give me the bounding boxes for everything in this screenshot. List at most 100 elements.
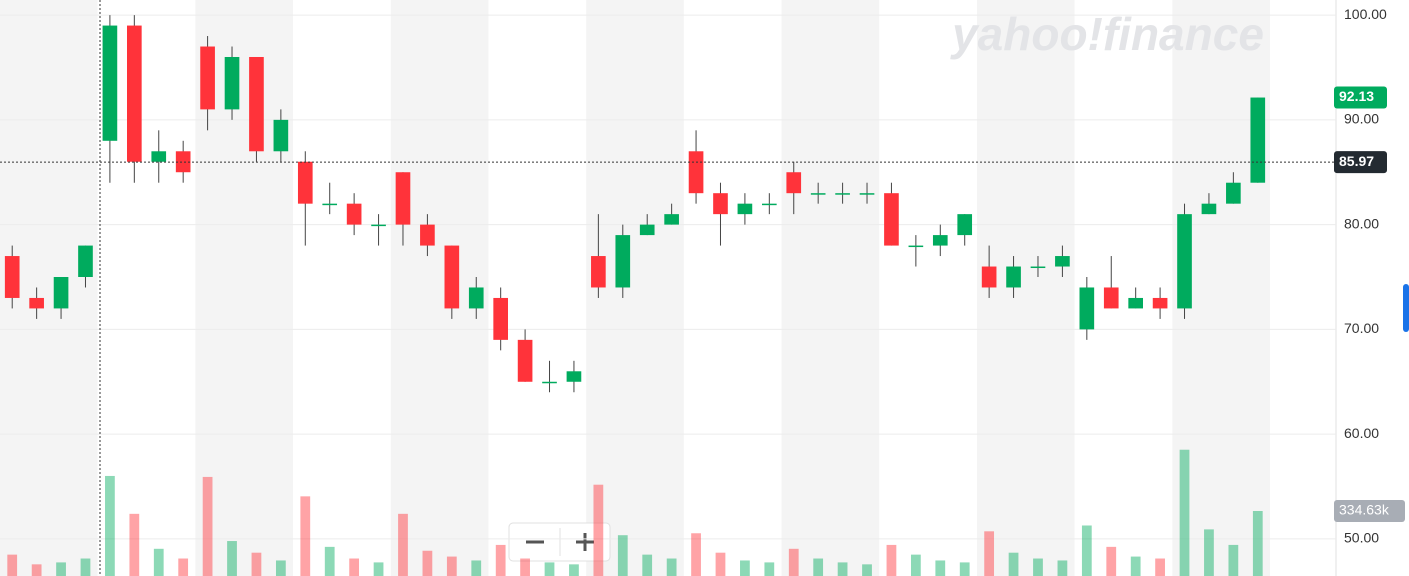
y-tick-label: 100.00 — [1344, 6, 1387, 22]
candle-body — [371, 224, 386, 227]
candle-body — [493, 297, 508, 340]
last-price-tag: 92.13 — [1339, 88, 1374, 104]
volume-bar — [1081, 525, 1092, 576]
day-band — [879, 0, 977, 576]
candle-body — [273, 119, 289, 152]
volume-bar — [617, 535, 628, 576]
volume-bar — [1008, 552, 1019, 576]
candle-body — [664, 214, 679, 225]
candle-body — [737, 203, 753, 215]
volume-bar — [324, 546, 335, 576]
candle-body — [859, 193, 875, 195]
candle-body — [395, 172, 411, 225]
candle-body — [249, 56, 264, 152]
volume-bar — [740, 560, 750, 576]
volume-bar — [105, 475, 115, 576]
candle-body — [1079, 287, 1095, 330]
candle-body — [1103, 287, 1119, 309]
volume-bar — [373, 562, 384, 576]
candle-body — [908, 245, 924, 248]
volume-bar — [202, 476, 213, 576]
volume-bar — [910, 554, 921, 576]
candle-body — [297, 161, 313, 204]
volume-bar — [569, 564, 579, 576]
candle-body — [1006, 266, 1021, 288]
volume-bar — [7, 554, 18, 576]
volume-tag-bg — [1334, 499, 1405, 522]
volume-bar — [715, 552, 726, 576]
candle-body — [444, 245, 460, 309]
day-band — [977, 0, 1075, 576]
candle-body — [1055, 256, 1070, 267]
volume-bar — [837, 562, 848, 576]
candle-body — [1226, 182, 1241, 204]
volume-bar — [642, 554, 653, 576]
candle-body — [688, 151, 704, 194]
candle-body — [420, 224, 435, 246]
y-tick-label: 60.00 — [1344, 425, 1379, 441]
candle-body — [566, 371, 582, 382]
volume-bar — [1057, 560, 1068, 576]
candle-body — [1201, 203, 1217, 215]
volume-bar — [398, 513, 408, 576]
candle-body — [884, 193, 899, 246]
volume-bar — [666, 558, 677, 576]
volume-bar — [1155, 558, 1165, 576]
candle-body — [591, 256, 606, 288]
volume-bar — [593, 484, 604, 576]
candle-body — [1250, 97, 1266, 183]
zoom-in[interactable] — [576, 533, 594, 551]
candle-body — [932, 235, 948, 246]
candle-body — [175, 151, 191, 173]
volume-bar — [1252, 510, 1263, 576]
volume-bar — [788, 548, 799, 576]
candle-body — [639, 224, 655, 236]
candle-body — [1030, 266, 1046, 269]
candle-body — [542, 381, 557, 384]
candle-body — [810, 193, 826, 195]
candle-body — [762, 203, 777, 206]
candle-body — [78, 245, 93, 277]
day-band — [683, 0, 782, 576]
volume-bar — [349, 558, 360, 576]
day-band — [781, 0, 880, 576]
volume-bar — [56, 562, 66, 576]
volume-bar — [1106, 546, 1117, 576]
volume-bar — [1179, 449, 1190, 576]
volume-bar — [31, 564, 42, 576]
day-band — [586, 0, 684, 576]
candle-body — [4, 256, 20, 298]
candle-body — [322, 203, 338, 206]
crosshair-price-tag-bg — [1334, 151, 1387, 174]
volume-bar — [862, 564, 872, 576]
volume-bar — [1130, 556, 1141, 576]
volume-bar — [129, 513, 140, 576]
volume-bar — [300, 496, 311, 576]
candle-body — [1128, 297, 1143, 309]
volume-bar — [691, 533, 701, 576]
volume-bar — [544, 562, 555, 576]
volume-bar — [422, 550, 433, 576]
candle-body — [102, 25, 118, 141]
candle-body — [957, 214, 973, 236]
volume-bar — [495, 544, 506, 576]
volume-tag: 334.63k — [1339, 502, 1390, 518]
candle-body — [224, 56, 240, 110]
day-band — [488, 0, 587, 576]
day-bands — [0, 0, 1271, 576]
volume-bar — [935, 560, 946, 576]
scroll-handle[interactable] — [1403, 284, 1409, 332]
volume-bar — [1033, 558, 1043, 576]
last-price-tag-bg — [1334, 86, 1387, 109]
candle-body — [517, 339, 533, 382]
candle-body — [835, 193, 850, 195]
volume-bar — [227, 541, 237, 576]
candle-body — [1152, 297, 1168, 309]
candle-body — [53, 276, 69, 309]
volume-bar — [813, 558, 824, 576]
volume-bar — [1204, 529, 1214, 576]
y-tick-label: 90.00 — [1344, 111, 1379, 127]
volume-bar — [959, 562, 970, 576]
day-band — [293, 0, 391, 576]
